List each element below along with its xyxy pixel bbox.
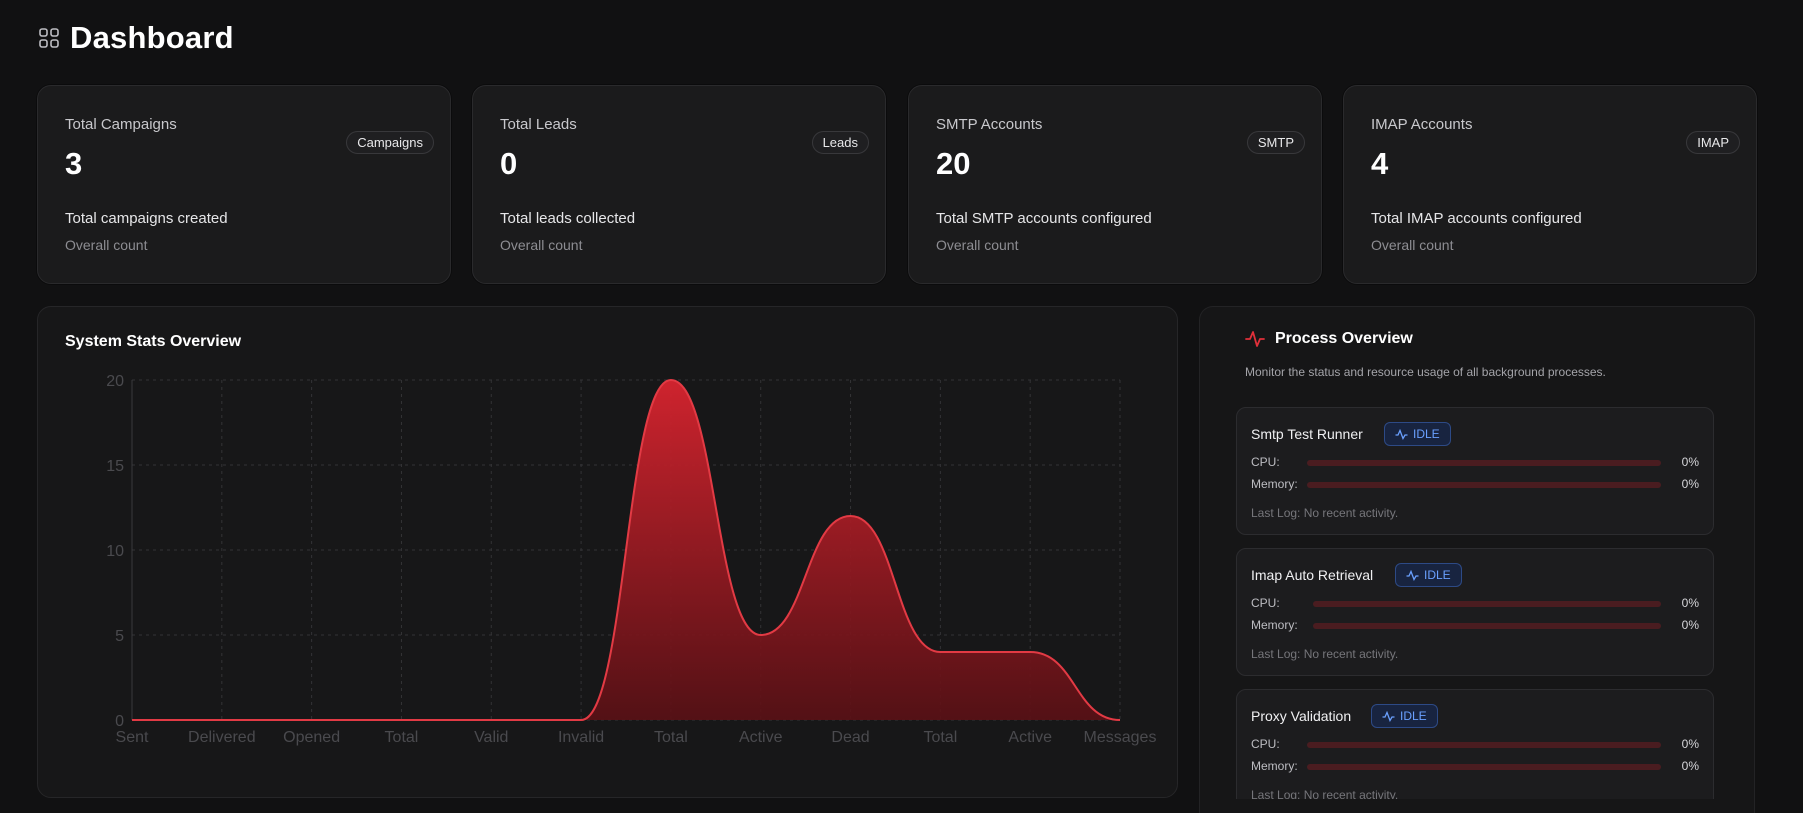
system-stats-chart[interactable]: 0 5 10 15 20 Sent Delivered Opened Total Valid In… xyxy=(38,307,1179,799)
y-tick-label: 15 xyxy=(106,458,124,475)
process-name: Proxy Validation xyxy=(1251,708,1352,724)
chart-x-axis: Sent Delivered Opened Total Valid Invalid Tota… xyxy=(116,729,1157,746)
card-title: SMTP Accounts xyxy=(936,116,1043,133)
activity-icon xyxy=(1382,710,1395,722)
chart-line-series xyxy=(131,378,1121,722)
card-badge: IMAP xyxy=(1686,131,1740,154)
y-tick-label: 20 xyxy=(106,373,124,390)
stat-card-smtp[interactable]: SMTP Accounts 20 SMTP Total SMTP account… xyxy=(908,85,1322,284)
x-tick-label: Dead xyxy=(831,729,869,746)
card-title: Total Leads xyxy=(500,116,577,133)
process-name: Smtp Test Runner xyxy=(1251,426,1363,442)
process-overview-header: Process Overview xyxy=(1245,329,1413,349)
page-header: Dashboard xyxy=(38,20,234,56)
page-title: Dashboard xyxy=(70,20,234,55)
status-text: IDLE xyxy=(1413,427,1440,441)
cpu-value: 0% xyxy=(1681,737,1699,751)
x-tick-label: Total xyxy=(923,729,957,746)
system-stats-panel: System Stats Overview 0 5 10 15 20 Sent Deliv… xyxy=(37,306,1178,798)
cpu-value: 0% xyxy=(1681,455,1699,469)
process-overview-panel: Process Overview Monitor the status and … xyxy=(1199,306,1755,813)
memory-label: Memory: xyxy=(1251,618,1298,632)
x-tick-label: Total xyxy=(385,729,419,746)
card-badge: Leads xyxy=(811,131,869,154)
memory-bar xyxy=(1313,623,1661,629)
card-subtext: Overall count xyxy=(936,237,1019,253)
memory-bar xyxy=(1307,764,1661,770)
card-title: Total Campaigns xyxy=(65,116,177,133)
x-tick-label: Messages xyxy=(1084,729,1157,746)
memory-value: 0% xyxy=(1681,618,1699,632)
status-text: IDLE xyxy=(1424,568,1451,582)
x-tick-label: Invalid xyxy=(558,729,604,746)
card-title: IMAP Accounts xyxy=(1371,116,1473,133)
process-item-proxy-validation[interactable]: Proxy Validation IDLE CPU: 0% Memory: 0%… xyxy=(1236,689,1714,799)
card-subtext: Overall count xyxy=(65,237,148,253)
cpu-value: 0% xyxy=(1681,596,1699,610)
memory-label: Memory: xyxy=(1251,477,1298,491)
status-badge: IDLE xyxy=(1384,422,1451,446)
y-tick-label: 10 xyxy=(106,543,124,560)
x-tick-label: Sent xyxy=(116,729,149,746)
cpu-bar xyxy=(1313,601,1661,607)
y-tick-label: 0 xyxy=(115,713,124,730)
grid-icon xyxy=(39,28,59,48)
card-subtext: Overall count xyxy=(500,237,583,253)
memory-value: 0% xyxy=(1681,759,1699,773)
last-log: Last Log: No recent activity. xyxy=(1251,788,1399,799)
status-badge: IDLE xyxy=(1395,563,1462,587)
card-value: 0 xyxy=(500,146,518,181)
y-tick-label: 5 xyxy=(115,628,124,645)
status-badge: IDLE xyxy=(1371,704,1438,728)
card-value: 3 xyxy=(65,146,83,181)
x-tick-label: Delivered xyxy=(188,729,256,746)
chart-y-axis: 0 5 10 15 20 xyxy=(106,373,124,730)
status-text: IDLE xyxy=(1400,709,1427,723)
card-description: Total campaigns created xyxy=(65,210,228,227)
stat-card-campaigns[interactable]: Total Campaigns 3 Campaigns Total campai… xyxy=(37,85,451,284)
activity-icon xyxy=(1395,428,1408,440)
x-tick-label: Opened xyxy=(283,729,340,746)
last-log: Last Log: No recent activity. xyxy=(1251,647,1399,661)
x-tick-label: Active xyxy=(739,729,783,746)
process-list[interactable]: Smtp Test Runner IDLE CPU: 0% Memory: 0%… xyxy=(1236,407,1714,799)
activity-icon xyxy=(1406,569,1419,581)
process-item-smtp-test-runner[interactable]: Smtp Test Runner IDLE CPU: 0% Memory: 0%… xyxy=(1236,407,1714,535)
cpu-label: CPU: xyxy=(1251,455,1280,469)
card-value: 4 xyxy=(1371,146,1389,181)
stat-card-leads[interactable]: Total Leads 0 Leads Total leads collecte… xyxy=(472,85,886,284)
card-description: Total leads collected xyxy=(500,210,636,227)
activity-icon xyxy=(1245,331,1265,347)
x-tick-label: Active xyxy=(1008,729,1052,746)
card-badge: Campaigns xyxy=(346,131,434,154)
cpu-bar xyxy=(1307,460,1661,466)
cpu-label: CPU: xyxy=(1251,596,1280,610)
stat-cards: Total Campaigns 3 Campaigns Total campai… xyxy=(37,85,1757,284)
memory-value: 0% xyxy=(1681,477,1699,491)
stat-card-imap[interactable]: IMAP Accounts 4 IMAP Total IMAP accounts… xyxy=(1343,85,1757,284)
x-tick-label: Total xyxy=(654,729,688,746)
memory-bar xyxy=(1307,482,1661,488)
last-log: Last Log: No recent activity. xyxy=(1251,506,1399,520)
card-description: Total IMAP accounts configured xyxy=(1371,210,1582,227)
card-value: 20 xyxy=(936,146,971,181)
card-badge: SMTP xyxy=(1246,131,1305,154)
process-overview-title: Process Overview xyxy=(1275,330,1413,347)
card-subtext: Overall count xyxy=(1371,237,1454,253)
chart-title: System Stats Overview xyxy=(65,333,242,350)
cpu-label: CPU: xyxy=(1251,737,1280,751)
x-tick-label: Valid xyxy=(474,729,508,746)
process-item-imap-auto-retrieval[interactable]: Imap Auto Retrieval IDLE CPU: 0% Memory:… xyxy=(1236,548,1714,676)
process-name: Imap Auto Retrieval xyxy=(1251,567,1374,583)
memory-label: Memory: xyxy=(1251,759,1298,773)
cpu-bar xyxy=(1307,742,1661,748)
process-overview-description: Monitor the status and resource usage of… xyxy=(1245,365,1606,379)
card-description: Total SMTP accounts configured xyxy=(936,210,1152,227)
